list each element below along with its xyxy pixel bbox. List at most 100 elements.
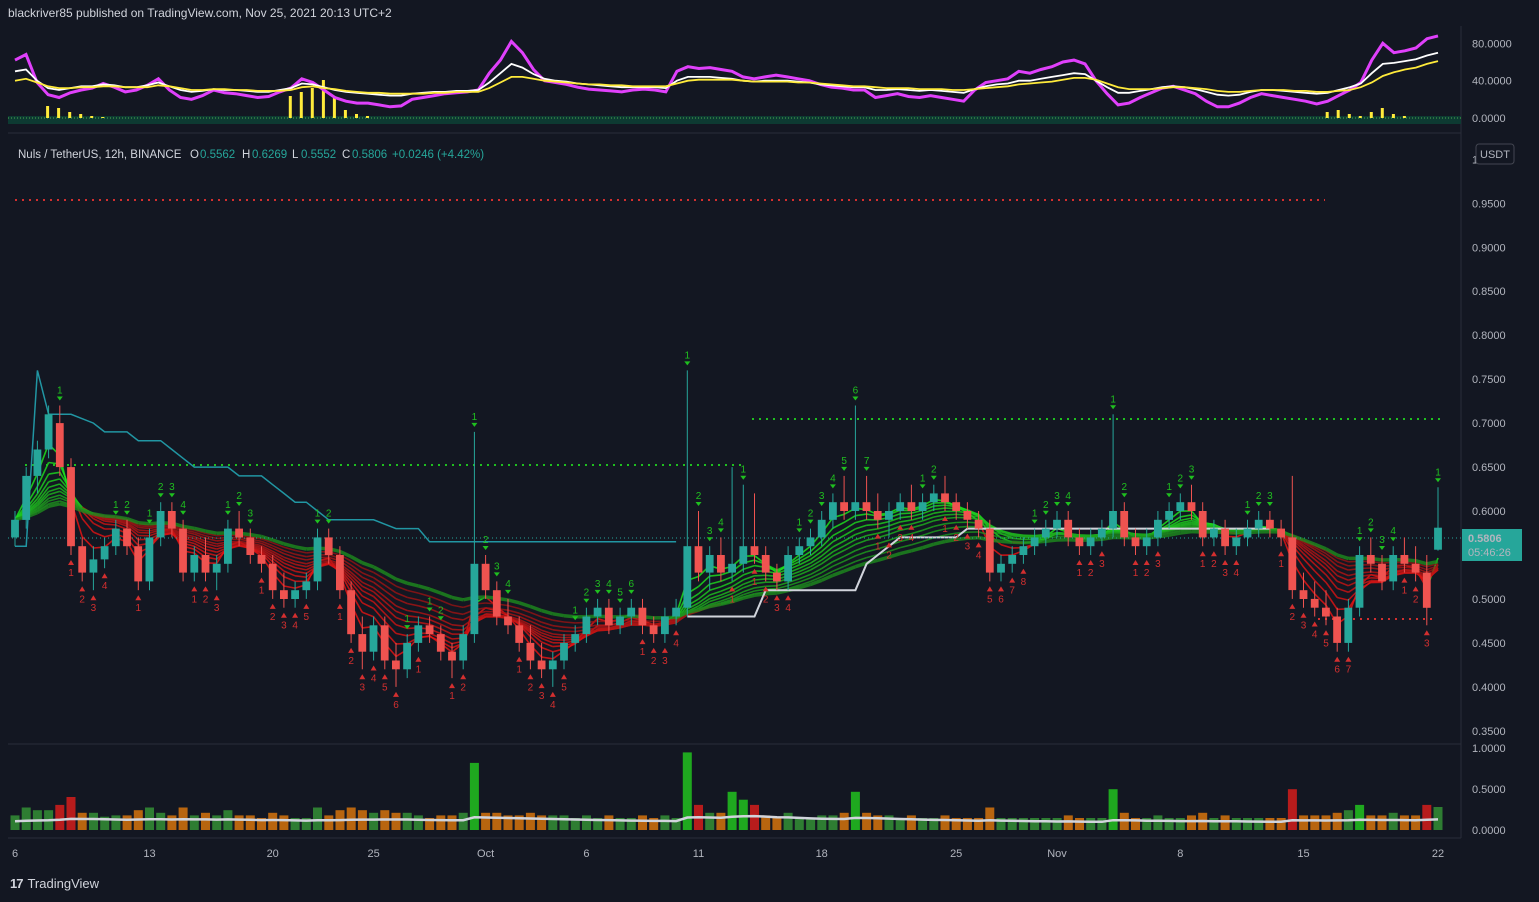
ribbon-segment [1426,565,1439,571]
td-down-count: 1 [337,612,343,623]
candle-body [1333,616,1341,643]
ribbon-segment [787,584,800,590]
ribbon-segment [294,560,307,565]
ribbon-segment [944,513,957,516]
volume-bar [436,815,446,830]
ribbon-segment [529,636,543,649]
volume-bar [503,815,513,830]
volume-bar [951,818,961,830]
volume-bar [604,815,614,830]
price-tick-label: 0.4500 [1472,638,1506,650]
ribbon-segment [395,585,408,592]
candle-body [1097,528,1106,538]
candle-body [638,607,647,626]
candle-body [627,607,636,617]
time-tick-label: 6 [583,848,589,860]
ribbon-segment [911,540,923,546]
ribbon-segment [697,604,711,612]
ribbon-segment [900,519,912,523]
ribbon-segment [799,580,811,586]
ribbon-segment [933,510,946,514]
price-tick-label: 0.5000 [1472,594,1506,606]
volume-panel: 1.0000 0.5000 0.0000 [10,743,1506,837]
candle-body [481,563,490,591]
ribbon-segment [261,548,274,557]
volume-bar [89,812,98,830]
candle-body [1064,519,1073,538]
candle-body [11,519,19,538]
td-down-count: 1 [942,524,948,535]
td-down-count: 4 [102,581,108,592]
ribbon-segment [272,555,285,564]
td-down-arrow-icon [717,528,724,533]
td-down-arrow-icon [1390,537,1397,542]
candle-body [156,511,165,538]
ribbon-segment [1302,549,1316,561]
ribbon-segment [832,555,845,563]
oscillator-line-0 [14,34,1439,109]
td-down-arrow-icon [112,510,119,515]
candle-body [145,537,154,582]
ribbon-segment [877,525,890,530]
ribbon-segment [1302,552,1316,565]
candle-body [1187,502,1196,511]
td-down-arrow-icon [1244,510,1251,515]
ribbon-segment [731,579,744,588]
ribbon-segment [1325,555,1338,567]
td-up-count: 1 [1032,509,1038,520]
candle-body [111,528,120,547]
ribbon-segment [1012,533,1024,537]
candle-body [537,660,546,670]
ribbon-segment [810,555,823,564]
candle-body [347,590,355,635]
td-up-count: 1 [797,517,803,528]
ribbon-segment [530,616,542,623]
candle-body [1422,572,1431,608]
td-up-count: 3 [1379,535,1385,546]
td-down-count: 2 [528,682,534,693]
tradingview-logo[interactable]: 17 TradingView [10,876,99,891]
volume-bar [201,812,210,830]
ribbon-segment [1180,523,1192,528]
ribbon-segment [709,594,722,600]
ribbon-segment [395,616,408,623]
candle-body [795,546,804,555]
oscillator-line-1 [14,51,1439,97]
td-up-count: 4 [606,579,612,590]
td-up-count: 2 [1256,491,1262,502]
td-up-count: 4 [505,579,511,590]
candle-body [1344,607,1353,643]
candle-body [414,625,423,643]
ribbon-segment [36,481,50,500]
last-price-badge [1462,529,1522,561]
oscillator-spike-bar [299,92,303,118]
ribbon-segment [541,656,553,660]
ribbon-segment [552,629,565,632]
ribbon-segment [933,528,946,533]
td-up-count: 3 [595,579,601,590]
volume-bar [1063,815,1073,830]
ribbon-segment [350,581,363,597]
td-down-count: 1 [1077,568,1083,579]
ribbon-segment [283,562,296,569]
volume-bar [817,815,827,830]
td-up-count: 4 [830,473,836,484]
ribbon-segment [395,577,408,585]
td-down-count: 2 [270,612,276,623]
ribbon-segment [810,567,823,576]
td-down-count: 2 [1088,568,1094,579]
volume-bar [324,815,334,830]
currency-box[interactable] [1475,143,1515,165]
publisher-text: blackriver85 published on TradingView.co… [8,6,392,20]
td-down-count: 4 [292,621,298,632]
candlesticks[interactable] [11,370,1442,687]
td-down-count: 2 [651,656,657,667]
ribbon-segment [888,546,901,553]
ribbon-segment [742,593,755,600]
ribbon-segment [1415,559,1428,566]
td-up-arrow-icon [1087,560,1094,565]
candle-body [459,634,468,661]
ribbon-segment [81,509,94,516]
symbol-legend: Nuls / TetherUS, 12h, BINANCE O 0.5562 H… [18,149,484,161]
